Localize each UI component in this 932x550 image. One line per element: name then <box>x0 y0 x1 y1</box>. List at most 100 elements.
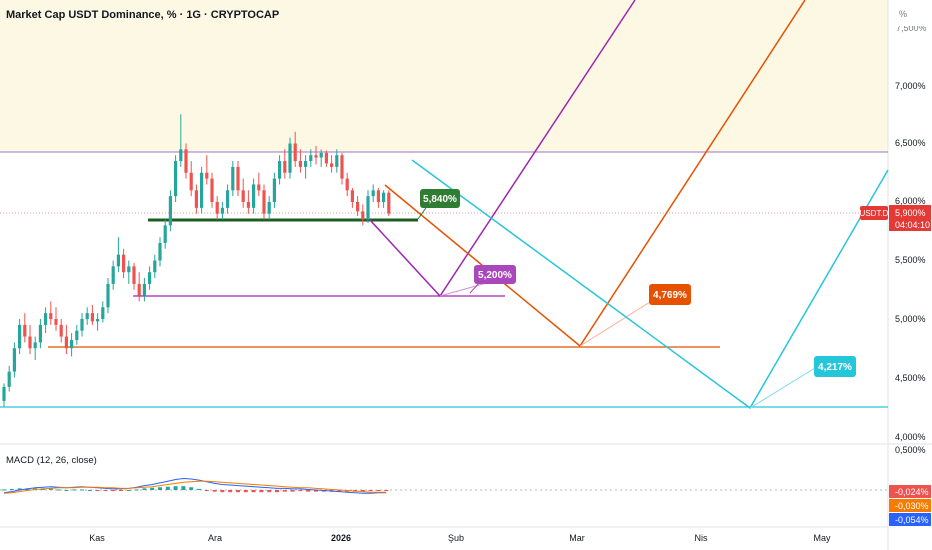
macd-hist-bar <box>9 488 14 490</box>
candle-body <box>278 161 282 179</box>
signal-line <box>3 480 387 494</box>
candle-body <box>309 155 313 162</box>
candle-body <box>116 254 120 267</box>
candle-body <box>340 155 344 179</box>
candle-body <box>371 190 375 197</box>
candle-body <box>335 155 339 167</box>
target-4769-box <box>649 284 691 305</box>
target-5840-label: 5,840% <box>423 194 457 205</box>
candle-body <box>231 166 235 191</box>
candle-body <box>122 254 126 273</box>
candle-body <box>18 324 22 349</box>
candle-body <box>148 272 152 284</box>
macd-hist-bar <box>275 490 279 493</box>
macd-hist-bar <box>48 488 53 490</box>
price-tick-5000: 5,000% <box>895 314 926 324</box>
time-label-mar: Mar <box>569 533 585 543</box>
macd-line-value: -0,054% <box>895 515 929 525</box>
macd-hist-bar <box>87 490 92 491</box>
target-4217-label: 4,217% <box>818 362 852 373</box>
candle-body <box>330 163 334 167</box>
candle-body <box>376 190 380 202</box>
price-axis-top-cut: 7,500% <box>896 23 927 33</box>
macd-hist-bar <box>236 490 240 493</box>
target-4217[interactable]: 4,217% <box>814 356 856 377</box>
macd-line <box>3 477 387 494</box>
candle-body <box>23 324 27 337</box>
target-4769[interactable]: 4,769% <box>649 284 691 305</box>
candle-body <box>215 202 219 214</box>
macd-hist-bar <box>259 490 264 493</box>
purple-target-connector <box>439 281 491 297</box>
macd-value-tags: -0,024% -0,030% -0,054% <box>889 485 931 526</box>
candle-body <box>168 196 172 226</box>
price-tick-5500: 5,500% <box>895 255 926 265</box>
target-5200-box <box>474 265 516 284</box>
price-tick-7000: 7,000% <box>895 81 926 91</box>
candle-body <box>96 319 100 322</box>
macd-hist-bar <box>360 490 365 492</box>
time-label-sub: Şub <box>448 533 464 543</box>
candle-body <box>236 166 240 191</box>
symbol-tag <box>860 206 888 220</box>
candle-body <box>241 190 245 202</box>
macd-label: MACD (12, 26, close) <box>6 455 97 466</box>
candle-body <box>28 336 32 349</box>
macd-hist-bar <box>56 489 61 491</box>
target-5200[interactable]: 5,200% <box>469 265 516 294</box>
candle-body <box>153 260 157 273</box>
macd-hist-bar <box>165 486 170 490</box>
macd-hist-bar <box>111 490 116 492</box>
candle-body <box>220 207 224 214</box>
macd-hist-bar <box>134 489 139 491</box>
candles-group <box>2 114 391 407</box>
macd-signal-tag <box>889 499 931 512</box>
candle-body <box>345 178 349 191</box>
candle-body <box>49 313 53 319</box>
macd-hist-bar <box>376 490 381 491</box>
macd-hist-bar <box>189 487 194 490</box>
macd-hist-bar <box>251 490 256 493</box>
orange-target-connector <box>579 301 651 347</box>
candle-body <box>2 386 6 401</box>
macd-axis-top: 0,500% <box>895 445 926 455</box>
candle-body <box>70 340 74 349</box>
price-tag[interactable]: USDT.D 5,900% 04:04:10 <box>860 205 931 231</box>
macd-hist-bar <box>220 490 225 493</box>
candle-body <box>44 313 48 325</box>
candle-body <box>174 161 178 197</box>
target-5840[interactable]: 5,840% <box>417 189 460 220</box>
candle-body <box>179 149 183 162</box>
time-label-kas: Kas <box>89 533 105 543</box>
candle-body <box>210 178 214 202</box>
macd-hist-bar <box>204 490 209 491</box>
candle-body <box>111 266 115 284</box>
macd-hist-bar <box>150 487 155 490</box>
cyan-target-connector <box>749 367 816 409</box>
candle-body <box>262 190 266 214</box>
candle-body <box>158 242 162 261</box>
candle-body <box>246 202 250 208</box>
candle-body <box>314 155 318 158</box>
candle-body <box>267 202 271 214</box>
candle-body <box>33 342 37 349</box>
candle-body <box>38 324 42 343</box>
candle-body <box>350 190 354 202</box>
time-label-may: May <box>813 533 831 543</box>
macd-hist-bar <box>298 490 303 492</box>
target-4769-label: 4,769% <box>653 290 687 301</box>
macd-hist-bar <box>314 490 318 492</box>
candle-body <box>64 336 68 349</box>
candle-body <box>184 149 188 173</box>
macd-hist-bar <box>173 486 178 490</box>
candle-body <box>200 172 204 208</box>
symbol-tag-label: USDT.D <box>860 209 889 218</box>
candle-body <box>12 348 16 372</box>
macd-hist-bar <box>282 490 287 492</box>
time-label-ara: Ara <box>208 533 222 543</box>
candle-body <box>137 283 141 296</box>
macd-hist-bar <box>103 490 108 491</box>
macd-hist-bar <box>126 490 131 491</box>
macd-hist-bar <box>267 490 272 493</box>
candle-body <box>293 143 297 162</box>
